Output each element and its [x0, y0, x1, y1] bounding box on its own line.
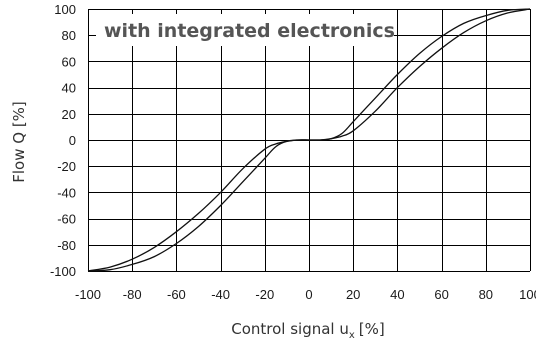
y-tick-label-3: 40: [62, 81, 76, 96]
x-tick-label-0: -100: [75, 287, 101, 302]
y-tick-label-7: -40: [57, 185, 76, 200]
x-axis-label: Control signal ux [%]: [231, 320, 385, 341]
x-tick-labels: -100 -80 -60 -40 -20 0 20 40 60 80 100: [75, 287, 536, 302]
series-line-1: [87, 8, 531, 272]
x-tick-label-8: 60: [434, 287, 448, 302]
x-tick-label-4: -20: [255, 287, 274, 302]
y-tick-label-4: 20: [62, 107, 76, 122]
x-tick-label-2: -60: [167, 287, 186, 302]
x-tick-label-10: 100: [519, 287, 536, 302]
annotation-background: [96, 14, 394, 46]
x-tick-label-3: -40: [211, 287, 230, 302]
annotation-label: with integrated electronics: [104, 20, 395, 42]
curves: [87, 8, 531, 272]
x-tick-label-5: 0: [305, 287, 312, 302]
y-tick-label-8: -60: [57, 212, 76, 227]
x-axis-label-subscript: x: [349, 330, 355, 341]
y-tick-label-2: 60: [62, 54, 76, 69]
y-axis-label: Flow Q [%]: [10, 101, 28, 183]
y-tick-label-0: 100: [54, 2, 76, 17]
y-tick-label-10: -100: [50, 264, 76, 279]
x-tick-label-1: -80: [123, 287, 142, 302]
x-axis-label-main: Control signal u: [231, 320, 349, 338]
x-axis-label-unit: [%]: [359, 320, 385, 338]
y-tick-label-5: 0: [69, 133, 76, 148]
x-tick-label-6: 20: [346, 287, 360, 302]
x-tick-label-9: 80: [479, 287, 493, 302]
y-tick-label-9: -80: [57, 238, 76, 253]
y-tick-label-6: -20: [57, 159, 76, 174]
y-tick-label-1: 80: [62, 28, 76, 43]
x-tick-label-7: 40: [390, 287, 404, 302]
y-tick-labels: 100 80 60 40 20 0 -20 -40 -60 -80 -100: [50, 2, 76, 279]
